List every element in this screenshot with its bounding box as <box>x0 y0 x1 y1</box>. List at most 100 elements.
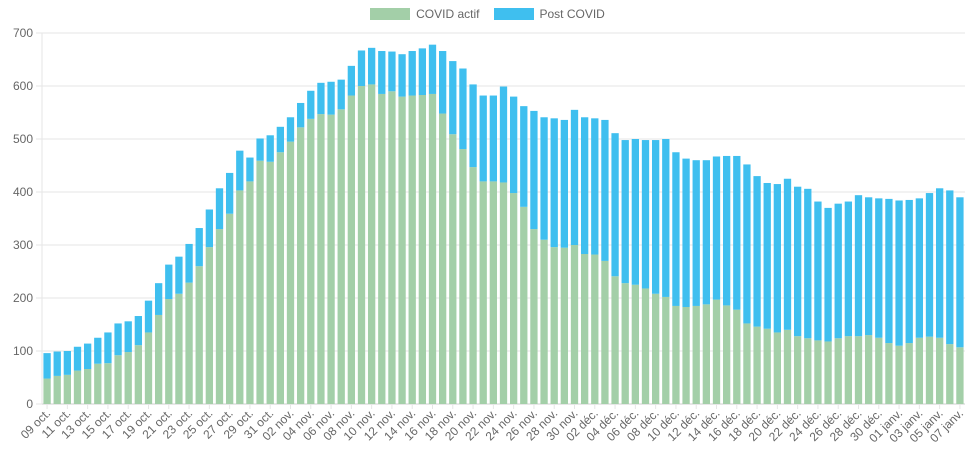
bar-covid-actif <box>114 355 122 404</box>
bar-covid-actif <box>438 113 447 404</box>
bar-post-covid <box>266 135 274 162</box>
bar-post-covid <box>317 82 325 115</box>
legend-item-covid-actif[interactable]: COVID actif <box>370 7 480 21</box>
bar-covid-actif <box>905 343 913 404</box>
bar-covid-actif <box>773 332 782 404</box>
bar-post-covid <box>824 207 832 342</box>
bar-covid-actif <box>418 95 427 404</box>
y-tick-label: 700 <box>13 26 33 40</box>
bar-post-covid <box>185 243 193 283</box>
bar-covid-actif <box>824 341 832 404</box>
legend-label-post-covid: Post COVID <box>539 7 605 21</box>
bar-covid-actif <box>286 141 295 404</box>
bar-covid-actif <box>296 127 305 404</box>
bar-post-covid <box>641 140 650 289</box>
bar-covid-actif <box>935 337 944 404</box>
legend-item-post-covid[interactable]: Post COVID <box>493 7 605 21</box>
bar-post-covid <box>925 193 934 337</box>
bar-post-covid <box>124 321 132 353</box>
bar-covid-actif <box>844 336 853 404</box>
bar-covid-actif <box>459 149 467 404</box>
bar-covid-actif <box>702 304 711 404</box>
bar-post-covid <box>915 198 924 338</box>
bar-post-covid <box>885 198 893 344</box>
bar-covid-actif <box>428 93 437 404</box>
bar-covid-actif <box>175 293 183 404</box>
bar-post-covid <box>256 138 264 161</box>
bar-covid-actif <box>266 161 274 404</box>
bar-covid-actif <box>692 305 700 404</box>
y-tick-label: 500 <box>13 132 33 146</box>
bar-covid-actif <box>834 338 842 404</box>
bar-post-covid <box>631 139 640 285</box>
bar-covid-actif <box>449 134 457 405</box>
bar-post-covid <box>296 102 305 128</box>
bar-covid-actif <box>246 181 254 404</box>
bar-covid-actif <box>509 193 518 404</box>
bar-covid-actif <box>611 276 619 404</box>
bar-covid-actif <box>763 328 771 404</box>
bar-covid-actif <box>662 296 670 404</box>
bar-covid-actif <box>124 352 132 404</box>
bar-post-covid <box>875 198 883 338</box>
bar-post-covid <box>479 95 487 182</box>
bar-covid-actif <box>854 336 863 404</box>
bar-covid-actif <box>783 329 792 404</box>
bar-covid-actif <box>864 335 873 404</box>
bar-covid-actif <box>347 95 356 404</box>
bar-covid-actif <box>550 247 558 404</box>
bar-post-covid <box>540 117 548 240</box>
bar-post-covid <box>702 160 711 305</box>
bar-post-covid <box>804 188 812 339</box>
bar-covid-actif <box>63 374 72 404</box>
bar-post-covid <box>946 190 954 345</box>
bar-post-covid <box>398 54 406 97</box>
bar-covid-actif <box>915 337 924 404</box>
bar-post-covid <box>935 188 944 338</box>
bar-post-covid <box>864 197 873 336</box>
bar-post-covid <box>408 51 416 96</box>
bar-covid-actif <box>722 305 731 404</box>
bar-post-covid <box>104 332 112 364</box>
bar-post-covid <box>73 346 82 371</box>
bar-covid-actif <box>225 213 234 404</box>
bar-covid-actif <box>743 323 751 404</box>
legend: COVID actif Post COVID <box>0 7 975 21</box>
bar-post-covid <box>225 172 234 214</box>
bar-covid-actif <box>337 109 345 404</box>
bar-post-covid <box>94 337 102 364</box>
bar-post-covid <box>63 351 72 375</box>
bar-post-covid <box>834 203 842 339</box>
bar-post-covid <box>712 156 721 300</box>
bar-post-covid <box>753 176 761 327</box>
bar-covid-actif <box>530 229 538 404</box>
bar-post-covid <box>682 158 690 308</box>
bar-covid-actif <box>570 245 579 404</box>
bar-post-covid <box>489 95 498 182</box>
y-tick-label: 400 <box>13 185 33 199</box>
bar-covid-actif <box>956 347 964 404</box>
bar-post-covid <box>195 228 203 267</box>
bar-covid-actif <box>357 86 366 404</box>
bar-covid-actif <box>651 293 660 404</box>
bar-post-covid <box>621 140 629 284</box>
bar-post-covid <box>611 133 619 277</box>
bar-covid-actif <box>205 247 214 404</box>
bar-post-covid <box>905 199 913 344</box>
bar-post-covid <box>844 201 853 337</box>
bar-post-covid <box>307 90 315 119</box>
bar-covid-actif <box>165 299 173 404</box>
bar-covid-actif <box>814 340 822 404</box>
bar-post-covid <box>591 118 599 255</box>
bar-post-covid <box>276 126 285 153</box>
bar-post-covid <box>662 139 670 297</box>
bar-covid-actif <box>317 114 325 404</box>
bar-covid-actif <box>94 363 102 404</box>
bar-covid-actif <box>479 181 487 404</box>
legend-swatch-post-covid <box>493 8 534 20</box>
bar-post-covid <box>246 157 254 182</box>
bar-post-covid <box>469 84 477 168</box>
bar-covid-actif <box>946 344 954 404</box>
